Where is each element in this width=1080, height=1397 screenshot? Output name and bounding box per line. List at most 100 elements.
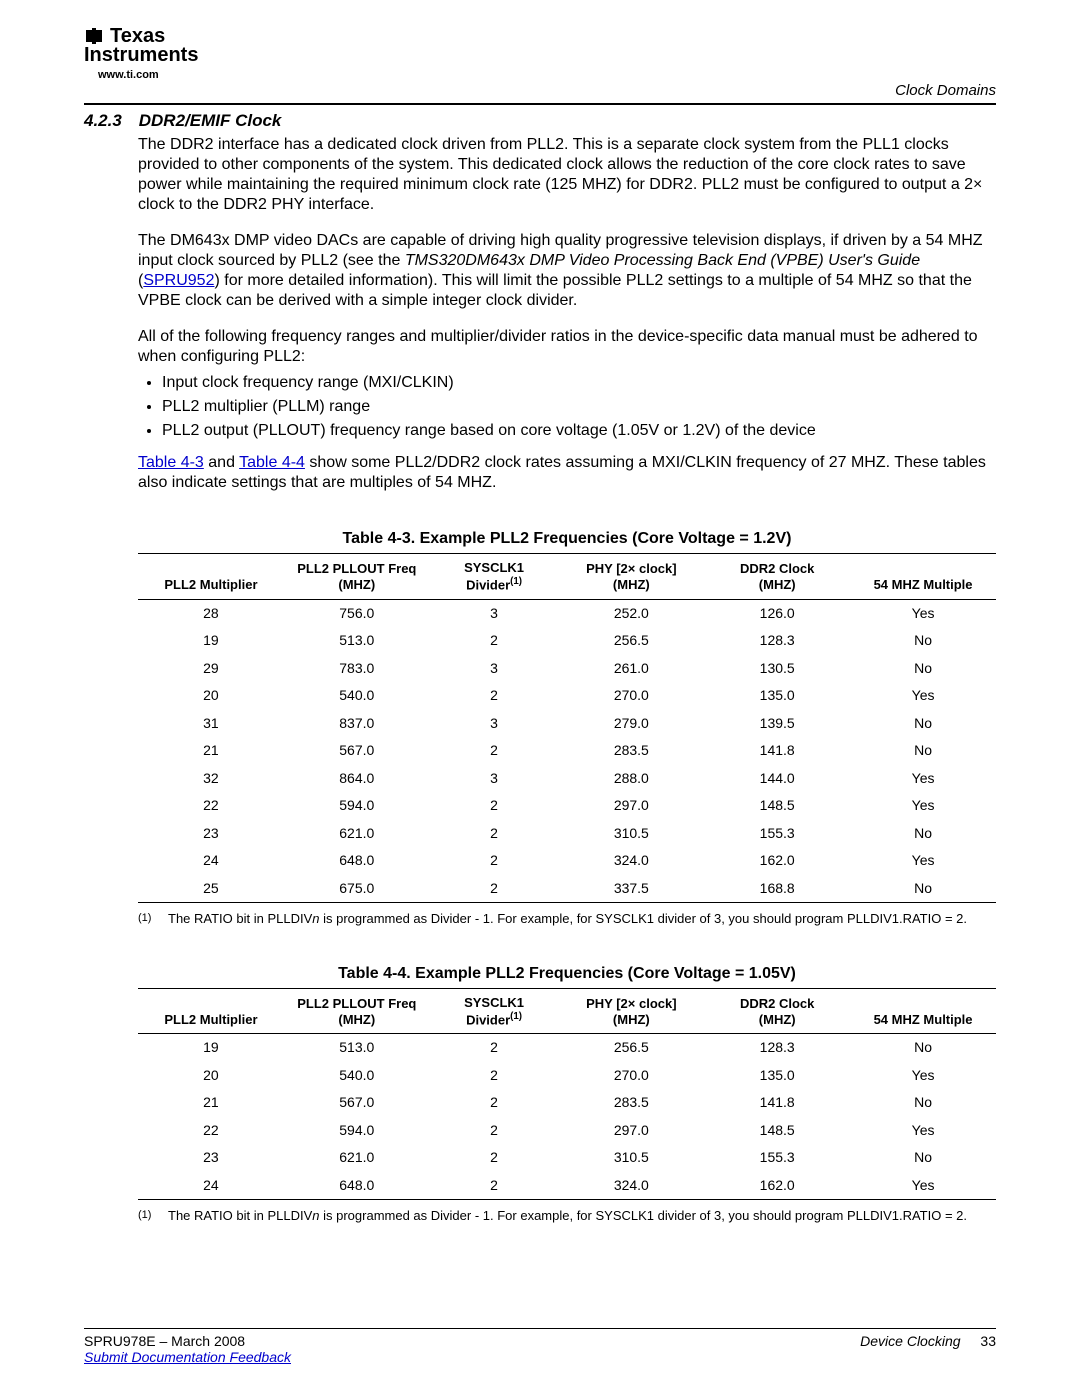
table-cell: 783.0 (284, 655, 430, 683)
section-number: 4.2.3 (84, 111, 134, 131)
table-row: 23621.02310.5155.3No (138, 1144, 996, 1172)
table-cell: 864.0 (284, 765, 430, 793)
table-cell: 261.0 (558, 655, 704, 683)
bullet-item: PLL2 multiplier (PLLM) range (162, 397, 996, 417)
table-row: 22594.02297.0148.5Yes (138, 1117, 996, 1145)
table-cell: 567.0 (284, 737, 430, 765)
table-cell: 126.0 (704, 599, 850, 627)
table-cell: 2 (430, 792, 559, 820)
footnote-em: n (312, 1208, 319, 1223)
table-cell: 155.3 (704, 1144, 850, 1172)
table-cell: 283.5 (558, 1089, 704, 1117)
column-header: 54 MHZ Multiple (850, 988, 996, 1034)
table-cell: 252.0 (558, 599, 704, 627)
footnote-em: n (312, 911, 319, 926)
table-cell: 324.0 (558, 847, 704, 875)
table-cell: Yes (850, 1172, 996, 1200)
section-title-text: DDR2/EMIF Clock (139, 111, 282, 130)
table-cell: 675.0 (284, 875, 430, 903)
table-cell: 2 (430, 1117, 559, 1145)
logo-url-text: www.ti.com (98, 69, 159, 81)
table-4-3: PLL2 MultiplierPLL2 PLLOUT Freq(MHZ)SYSC… (138, 553, 996, 903)
submit-feedback-link[interactable]: Submit Documentation Feedback (84, 1349, 291, 1365)
table-cell: 2 (430, 1062, 559, 1090)
column-header: PLL2 PLLOUT Freq(MHZ) (284, 554, 430, 600)
table-cell: No (850, 627, 996, 655)
table-cell: 168.8 (704, 875, 850, 903)
table-cell: 297.0 (558, 1117, 704, 1145)
column-header: PHY [2× clock](MHZ) (558, 988, 704, 1034)
table-cell: 148.5 (704, 792, 850, 820)
table-cell: 162.0 (704, 1172, 850, 1200)
table-cell: 130.5 (704, 655, 850, 683)
spru952-link[interactable]: SPRU952 (143, 272, 214, 289)
data-table: PLL2 MultiplierPLL2 PLLOUT Freq(MHZ)SYSC… (138, 988, 996, 1201)
table-cell: 594.0 (284, 1117, 430, 1145)
table-cell: 756.0 (284, 599, 430, 627)
table-cell: 648.0 (284, 1172, 430, 1200)
table-cell: 128.3 (704, 1034, 850, 1062)
table-cell: 32 (138, 765, 284, 793)
table-cell: No (850, 820, 996, 848)
table-cell: 29 (138, 655, 284, 683)
table-cell: 513.0 (284, 1034, 430, 1062)
table-cell: 324.0 (558, 1172, 704, 1200)
table-cell: No (850, 710, 996, 738)
table-cell: No (850, 655, 996, 683)
footer-page-number: 33 (980, 1333, 996, 1349)
table-row: 32864.03288.0144.0Yes (138, 765, 996, 793)
table-cell: 310.5 (558, 1144, 704, 1172)
footer-right: Device Clocking 33 (860, 1333, 996, 1349)
table-row: 19513.02256.5128.3No (138, 627, 996, 655)
table-cell: 270.0 (558, 1062, 704, 1090)
table-cell: 256.5 (558, 1034, 704, 1062)
table-cell: No (850, 1144, 996, 1172)
table-cell: 310.5 (558, 820, 704, 848)
table-cell: 279.0 (558, 710, 704, 738)
footer-feedback: Submit Documentation Feedback (84, 1349, 996, 1365)
table-row: 24648.02324.0162.0Yes (138, 847, 996, 875)
table-cell: 23 (138, 820, 284, 848)
table-cell: 2 (430, 1089, 559, 1117)
column-header: 54 MHZ Multiple (850, 554, 996, 600)
table-cell: 270.0 (558, 682, 704, 710)
table-row: 21567.02283.5141.8No (138, 1089, 996, 1117)
table-cell: Yes (850, 847, 996, 875)
table-cell: No (850, 1089, 996, 1117)
logo-instruments-text: Instruments (84, 44, 198, 67)
table-cell: 20 (138, 682, 284, 710)
bullet-item: PLL2 output (PLLOUT) frequency range bas… (162, 421, 996, 441)
table-cell: 621.0 (284, 820, 430, 848)
table-4-4-link[interactable]: Table 4-4 (239, 454, 305, 471)
table-cell: No (850, 737, 996, 765)
footer-rule (84, 1328, 996, 1329)
table-cell: 20 (138, 1062, 284, 1090)
p4-mid: and (204, 454, 239, 471)
table-4-4: PLL2 MultiplierPLL2 PLLOUT Freq(MHZ)SYSC… (138, 988, 996, 1201)
table-cell: 337.5 (558, 875, 704, 903)
p2-text-c: ) for more detailed information). This w… (138, 272, 972, 309)
table-cell: 128.3 (704, 627, 850, 655)
table-cell: 19 (138, 1034, 284, 1062)
table-cell: 621.0 (284, 1144, 430, 1172)
p2-doc-title: TMS320DM643x DMP Video Processing Back E… (405, 252, 920, 269)
header-section-label: Clock Domains (895, 82, 996, 99)
column-header: SYSCLK1Divider(1) (430, 554, 559, 600)
table-4-3-link[interactable]: Table 4-3 (138, 454, 204, 471)
table-cell: Yes (850, 1117, 996, 1145)
table-cell: 3 (430, 765, 559, 793)
table-cell: 3 (430, 599, 559, 627)
table-cell: 2 (430, 737, 559, 765)
table-cell: 288.0 (558, 765, 704, 793)
paragraph-2: The DM643x DMP video DACs are capable of… (138, 231, 996, 311)
table-cell: 2 (430, 1034, 559, 1062)
table-cell: Yes (850, 765, 996, 793)
table-cell: 2 (430, 847, 559, 875)
table-row: 23621.02310.5155.3No (138, 820, 996, 848)
table-cell: 148.5 (704, 1117, 850, 1145)
table-cell: 25 (138, 875, 284, 903)
table-cell: 23 (138, 1144, 284, 1172)
table-cell: 540.0 (284, 682, 430, 710)
table-cell: 141.8 (704, 1089, 850, 1117)
table-row: 24648.02324.0162.0Yes (138, 1172, 996, 1200)
